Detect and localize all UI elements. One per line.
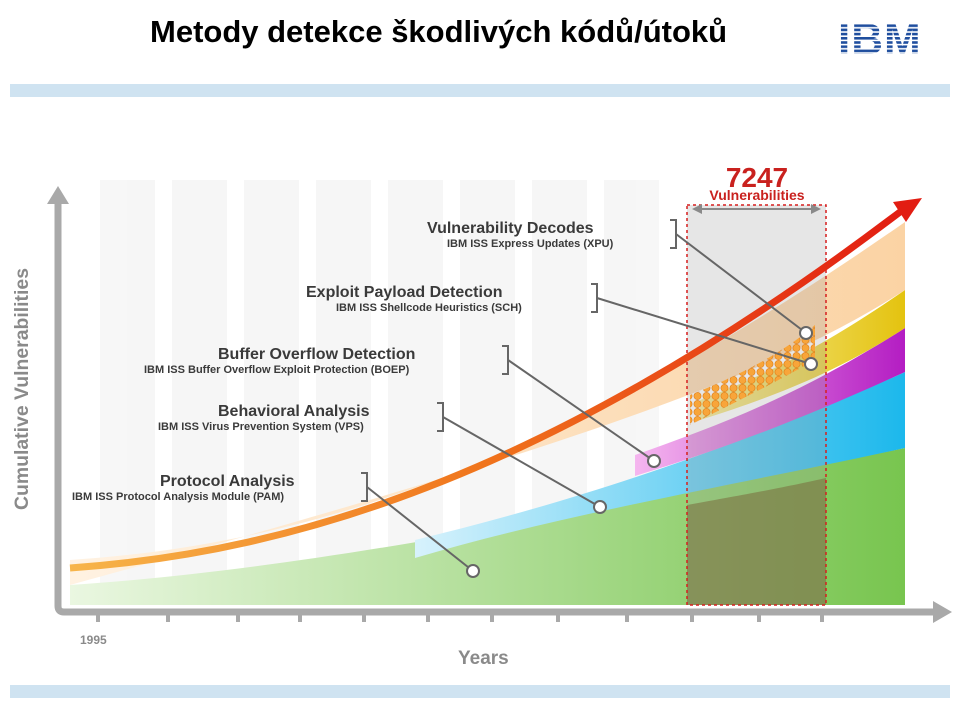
- layer-name: Protocol Analysis: [160, 473, 295, 490]
- layer-name: Vulnerability Decodes: [427, 220, 594, 237]
- callout-vulnerability-decodes: Vulnerability Decodes IBM ISS Express Up…: [427, 219, 813, 340]
- svg-text:IBM: IBM: [838, 16, 922, 58]
- layer-product: IBM ISS Shellcode Heuristics (SCH): [336, 302, 522, 314]
- x-start-label: 1995: [80, 633, 107, 647]
- callout-behavioral-analysis: Behavioral Analysis IBM ISS Virus Preven…: [158, 402, 607, 514]
- slide-title: Metody detekce škodlivých kódů/útoků: [150, 14, 728, 49]
- trend-arrowhead: [893, 198, 922, 222]
- highlight-span-arrow: [692, 204, 821, 214]
- behavioral-analysis-band: [415, 372, 905, 558]
- layer-product: IBM ISS Virus Prevention System (VPS): [158, 421, 364, 433]
- callout-buffer-overflow-detection: Buffer Overflow Detection IBM ISS Buffer…: [144, 345, 661, 468]
- background-columns: [100, 180, 659, 600]
- callout-protocol-analysis: Protocol Analysis IBM ISS Protocol Analy…: [72, 472, 480, 578]
- trend-arrow: [69, 209, 903, 572]
- layer-product: IBM ISS Buffer Overflow Exploit Protecti…: [144, 364, 410, 376]
- highlight-count: 7247: [726, 162, 788, 193]
- callout-exploit-payload-detection: Exploit Payload Detection IBM ISS Shellc…: [306, 283, 818, 371]
- buffer-overflow-band: [635, 328, 905, 476]
- layer-name: Buffer Overflow Detection: [218, 346, 415, 363]
- highlight-region: [686, 204, 827, 606]
- y-axis-label: Cumulative Vulnerabilities: [12, 268, 33, 510]
- layer-product: IBM ISS Protocol Analysis Module (PAM): [72, 491, 284, 503]
- footer-band: [10, 685, 950, 698]
- header-band: [10, 84, 950, 97]
- x-axis-label: Years: [458, 648, 509, 669]
- layer-name: Behavioral Analysis: [218, 403, 370, 420]
- layer-product: IBM ISS Express Updates (XPU): [447, 238, 614, 250]
- ibm-logo: IBM: [838, 16, 922, 58]
- highlight-label: Vulnerabilities: [709, 187, 804, 203]
- axes: [47, 186, 952, 623]
- layer-name: Exploit Payload Detection: [306, 284, 502, 301]
